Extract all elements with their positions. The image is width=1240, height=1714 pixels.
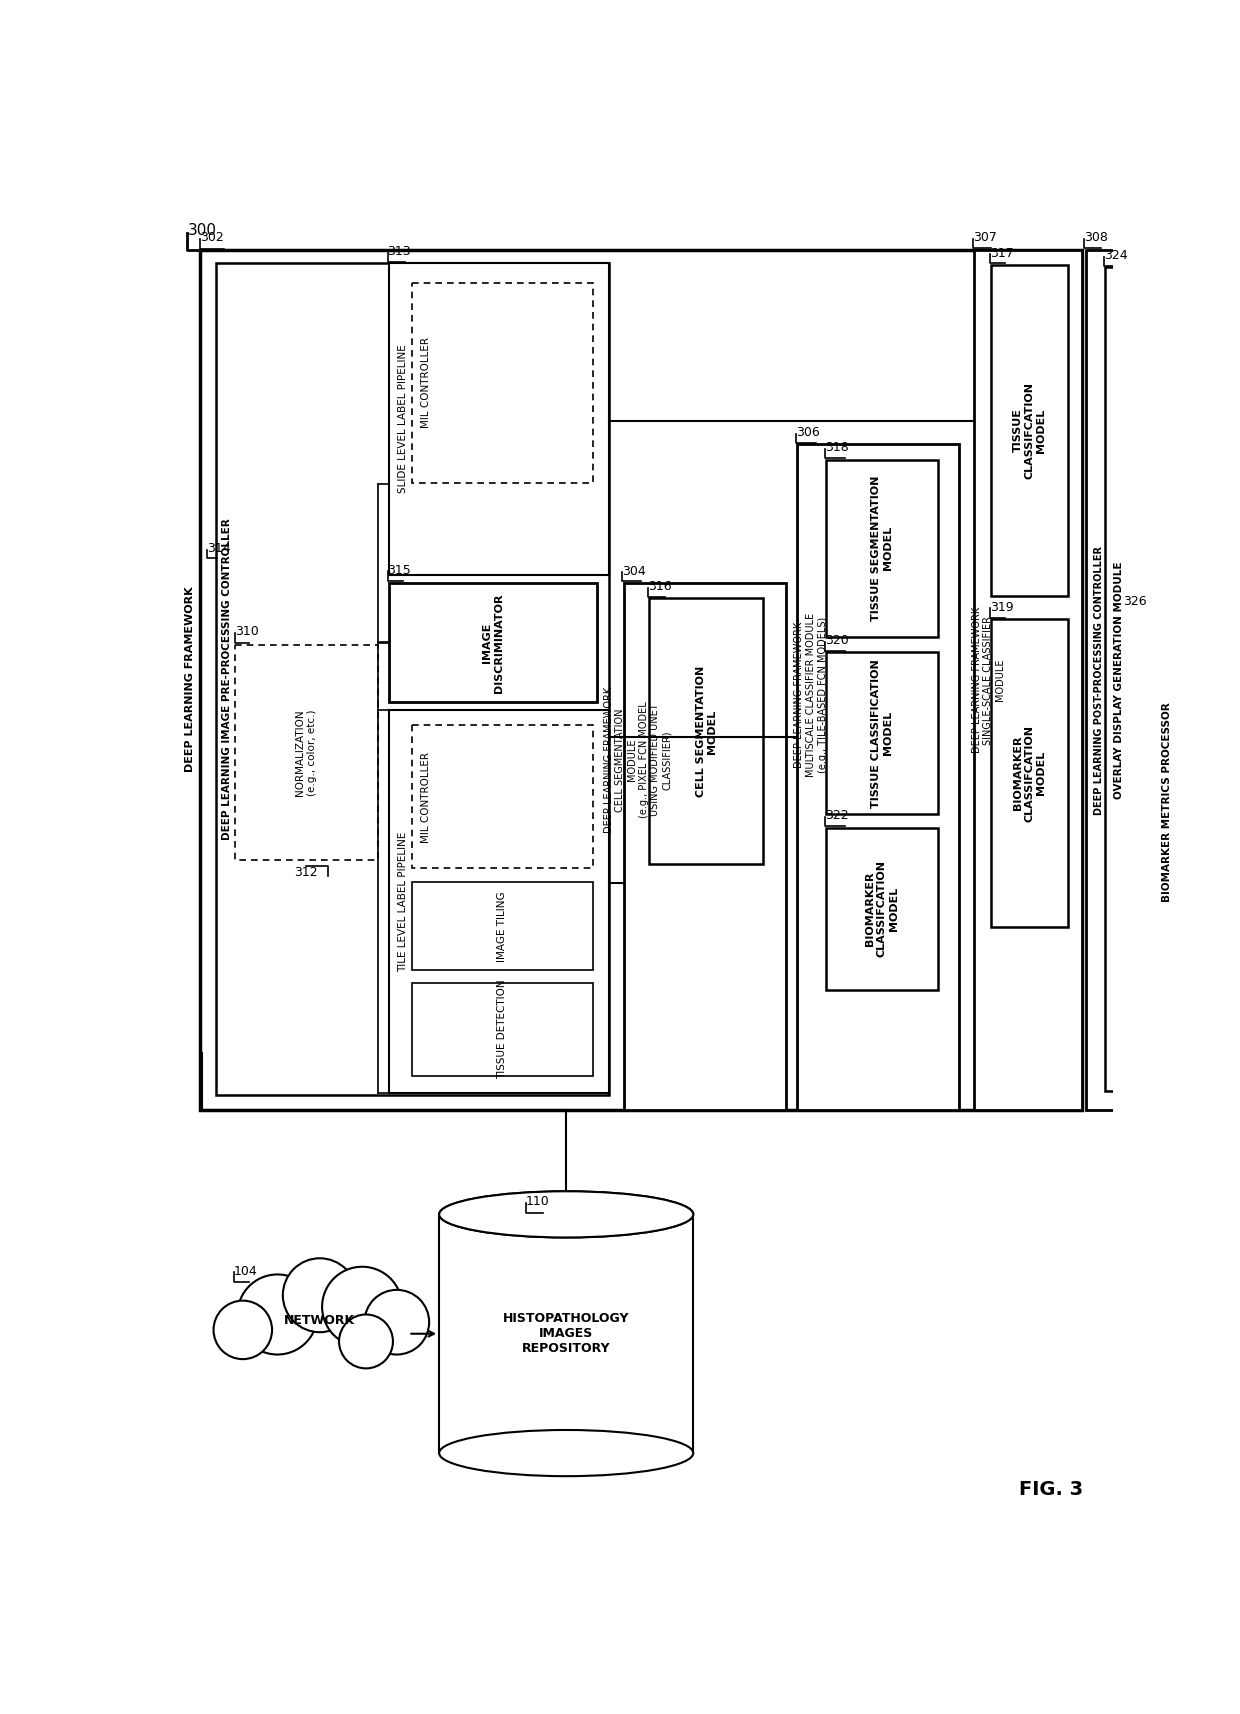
Text: DEEP LEARNING FRAMEWORK
CELL SEGMENTATION
MODULE
(e.g., PIXEL FCN MODEL
USING MO: DEEP LEARNING FRAMEWORK CELL SEGMENTATIO…	[604, 687, 672, 833]
Bar	[975, 250, 1083, 1111]
Text: 313: 313	[388, 245, 412, 259]
Text: 320: 320	[825, 634, 848, 646]
Text: OVERLAY DISPLAY GENERATION MODULE: OVERLAY DISPLAY GENERATION MODULE	[1114, 560, 1125, 799]
Text: FIG. 3: FIG. 3	[1019, 1481, 1084, 1500]
Text: TILE LEVEL LABEL PIPELINE: TILE LEVEL LABEL PIPELINE	[398, 831, 408, 972]
Ellipse shape	[439, 1191, 693, 1238]
Text: BIOMARKER METRICS PROCESSOR: BIOMARKER METRICS PROCESSOR	[1162, 703, 1172, 902]
Circle shape	[213, 1301, 272, 1359]
Ellipse shape	[439, 1191, 693, 1238]
Bar	[412, 984, 593, 1076]
Bar	[991, 619, 1068, 927]
Text: BIOMARKER
CLASSIFCATION
MODEL: BIOMARKER CLASSIFCATION MODEL	[866, 860, 899, 956]
Text: CELL SEGMENTATION
MODEL: CELL SEGMENTATION MODEL	[696, 667, 717, 797]
Bar	[412, 881, 593, 970]
Text: 324: 324	[1104, 249, 1127, 262]
Text: SLIDE LEVEL LABEL PIPELINE: SLIDE LEVEL LABEL PIPELINE	[398, 345, 408, 494]
Text: HISTOPATHOLOGY
IMAGES
REPOSITORY: HISTOPATHOLOGY IMAGES REPOSITORY	[503, 1313, 630, 1356]
Text: MIL CONTROLLER: MIL CONTROLLER	[422, 751, 432, 843]
Text: DEEP LEARNING FRAMEWORK: DEEP LEARNING FRAMEWORK	[186, 586, 196, 771]
Bar	[1105, 267, 1225, 1092]
Text: 312: 312	[294, 866, 317, 879]
Bar	[236, 644, 377, 860]
Text: NORMALIZATION
(e.g., color, etc.): NORMALIZATION (e.g., color, etc.)	[295, 710, 316, 795]
Circle shape	[365, 1291, 429, 1354]
Text: 316: 316	[647, 579, 671, 593]
Text: 322: 322	[825, 809, 848, 823]
Circle shape	[322, 1267, 402, 1347]
Text: TISSUE
CLASSIFCATION
MODEL: TISSUE CLASSIFCATION MODEL	[1013, 382, 1047, 478]
Bar	[389, 583, 596, 703]
Bar	[389, 264, 609, 576]
Text: 308: 308	[1085, 231, 1109, 243]
Bar	[389, 710, 609, 1094]
Text: 110: 110	[526, 1195, 549, 1208]
Text: 318: 318	[825, 442, 848, 454]
Text: 310: 310	[236, 626, 259, 638]
Text: 307: 307	[972, 231, 997, 243]
Bar	[216, 264, 609, 1095]
Text: 300: 300	[187, 223, 216, 238]
Ellipse shape	[439, 1429, 693, 1476]
Bar	[201, 250, 1083, 1111]
Text: 304: 304	[622, 564, 646, 578]
Text: 314: 314	[207, 542, 231, 555]
Text: 326: 326	[1123, 595, 1147, 608]
Text: MIL CONTROLLER: MIL CONTROLLER	[422, 338, 432, 428]
Text: TISSUE SEGMENTATION
MODEL: TISSUE SEGMENTATION MODEL	[870, 476, 893, 620]
Bar	[650, 598, 764, 864]
Bar	[826, 653, 939, 814]
Text: 306: 306	[796, 427, 820, 439]
Text: DEEP LEARNING POST-PROCESSING CONTROLLER: DEEP LEARNING POST-PROCESSING CONTROLLER	[1094, 545, 1104, 814]
Text: 302: 302	[201, 231, 224, 243]
Text: DEEP LEARNING FRAMEWORK
MULTISCALE CLASSIFIER MODULE
(e.g., TILE-BASED FCN MODEL: DEEP LEARNING FRAMEWORK MULTISCALE CLASS…	[795, 612, 827, 776]
Text: TISSUE DETECTION: TISSUE DETECTION	[497, 980, 507, 1080]
Text: IMAGE TILING: IMAGE TILING	[497, 891, 507, 962]
Bar	[1125, 614, 1209, 991]
Bar	[797, 444, 959, 1111]
Bar	[624, 583, 786, 1111]
Circle shape	[237, 1275, 317, 1354]
Bar	[412, 283, 593, 483]
Text: TISSUE CLASSIFICATION
MODEL: TISSUE CLASSIFICATION MODEL	[870, 658, 893, 807]
Bar	[826, 459, 939, 638]
Circle shape	[283, 1258, 357, 1332]
Text: 315: 315	[388, 564, 412, 578]
Bar	[1086, 250, 1236, 1111]
Text: DEEP LEARNING FRAMEWORK
SINGLE-SCALE CLASSIFIER
MODULE: DEEP LEARNING FRAMEWORK SINGLE-SCALE CLA…	[972, 607, 1004, 752]
Bar	[991, 266, 1068, 596]
Text: NETWORK: NETWORK	[284, 1315, 356, 1327]
Text: 319: 319	[990, 602, 1013, 614]
Text: BIOMARKER
CLASSIFCATION
MODEL: BIOMARKER CLASSIFCATION MODEL	[1013, 725, 1047, 821]
Text: DEEP LEARNING IMAGE PRE-PROCESSING CONTROLLER: DEEP LEARNING IMAGE PRE-PROCESSING CONTR…	[222, 518, 232, 840]
Circle shape	[339, 1315, 393, 1368]
Text: IMAGE
DISCRIMINATOR: IMAGE DISCRIMINATOR	[482, 593, 503, 692]
Text: 104: 104	[233, 1265, 258, 1277]
Text: 317: 317	[990, 247, 1013, 259]
Bar	[412, 725, 593, 867]
Bar	[826, 828, 939, 989]
